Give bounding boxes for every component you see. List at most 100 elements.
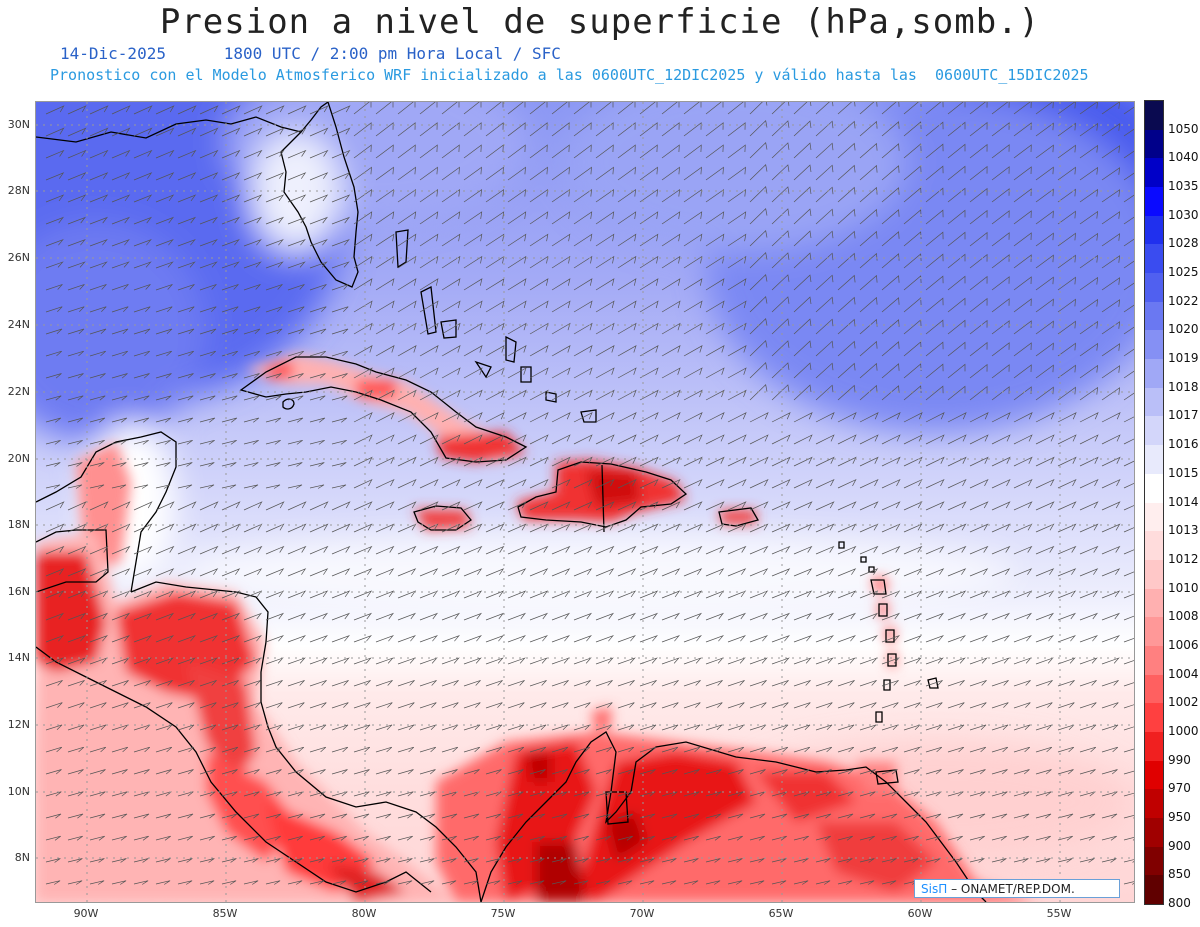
wind-barb [727, 545, 747, 555]
wind-barb [947, 813, 964, 819]
wind-barb [89, 439, 105, 445]
wind-barb [771, 746, 789, 753]
wind-barb [111, 484, 127, 489]
wind-barb [947, 297, 966, 313]
wind-barb [661, 456, 681, 467]
wind-barb [243, 462, 259, 467]
wind-barb [705, 612, 725, 621]
wind-barb [1123, 128, 1134, 137]
wind-barb [947, 143, 966, 159]
wind-barb [155, 746, 173, 753]
wind-barb [463, 278, 483, 291]
wind-barb [507, 612, 527, 621]
wind-barb [177, 523, 197, 533]
wind-barb [903, 501, 923, 511]
wind-barb [331, 702, 349, 709]
wind-barb [661, 367, 681, 379]
legend-label: 1013 [1168, 523, 1199, 538]
wind-barb [507, 835, 523, 841]
wind-barb [925, 657, 944, 665]
wind-barb [639, 211, 659, 225]
wind-barb [309, 635, 329, 643]
wind-barb [925, 523, 945, 533]
wind-barb [947, 102, 966, 115]
wind-barb [529, 523, 549, 533]
legend-label: 1025 [1168, 265, 1199, 280]
wind-barb [199, 194, 219, 203]
wind-barb [111, 545, 131, 555]
wind-barb [1035, 166, 1054, 181]
wind-barb [661, 858, 677, 863]
wind-barb [199, 523, 219, 533]
wind-barb [595, 746, 613, 753]
wind-barb [1079, 769, 1096, 775]
wind-barb [529, 858, 545, 863]
wind-barb [89, 194, 109, 203]
wind-barb [1013, 320, 1032, 335]
wind-barb [287, 813, 304, 819]
wind-barb [991, 478, 1011, 489]
wind-barb [639, 300, 659, 313]
wind-barb [353, 657, 372, 665]
wind-barb [573, 612, 593, 621]
wind-barb [529, 568, 549, 577]
wind-barb [45, 813, 62, 819]
wind-barb [155, 284, 173, 291]
wind-barb [749, 295, 768, 313]
wind-barb [1035, 364, 1054, 379]
wind-barb [199, 127, 219, 137]
wind-barb [815, 680, 833, 687]
wind-barb [639, 590, 659, 599]
wind-barb [991, 545, 1011, 555]
wind-barb [573, 813, 590, 819]
wind-barb [243, 328, 261, 335]
wind-barb [617, 478, 637, 489]
wind-barb [639, 612, 659, 621]
wind-barb [309, 769, 326, 775]
wind-barb [199, 417, 216, 423]
wind-barb [375, 612, 395, 621]
wind-barb [265, 350, 282, 357]
wind-barb [375, 278, 395, 291]
wind-barb [45, 680, 63, 687]
wind-barb [1035, 702, 1053, 709]
wind-barb [1079, 702, 1097, 709]
wind-barb [199, 350, 216, 357]
wind-barb [133, 813, 150, 819]
wind-barb [683, 769, 700, 775]
wind-barb [749, 229, 768, 247]
wind-barb [551, 166, 570, 181]
wind-barb [67, 439, 83, 445]
wind-barb [111, 568, 131, 577]
wind-barb [595, 434, 615, 445]
wind-barb [661, 255, 681, 269]
wind-barb [991, 188, 1010, 203]
wind-barb [111, 284, 129, 291]
wind-barb [67, 680, 85, 687]
wind-barb [529, 657, 548, 665]
wind-barb [177, 568, 197, 577]
wind-barb [969, 724, 987, 731]
wind-barb [155, 523, 175, 533]
wind-barb [463, 322, 483, 335]
wind-barb [815, 434, 835, 445]
wind-barb [243, 484, 259, 489]
wind-barb [353, 389, 373, 401]
wind-barb [265, 835, 281, 841]
legend-swatch [1145, 502, 1163, 532]
wind-barb [221, 657, 240, 665]
graticule [36, 102, 1134, 902]
wind-barb [265, 172, 285, 181]
wind-barb [947, 523, 967, 533]
wind-barb [397, 456, 417, 467]
wind-barb [969, 657, 988, 665]
wind-barb [925, 590, 945, 599]
wind-barb [177, 702, 195, 709]
wind-barb [617, 166, 636, 181]
wind-barb [859, 102, 878, 115]
wind-barb [177, 791, 194, 797]
wind-barb [617, 278, 637, 291]
wind-barb [859, 835, 875, 841]
wind-barb [353, 255, 373, 269]
wind-barb [727, 345, 747, 357]
